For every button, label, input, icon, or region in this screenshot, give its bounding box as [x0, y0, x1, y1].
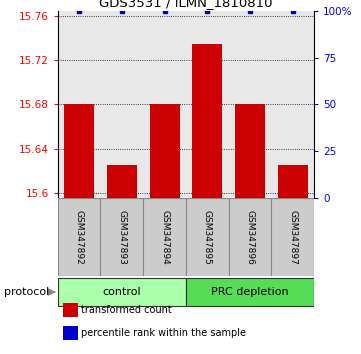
Text: GSM347896: GSM347896 [245, 210, 255, 265]
Text: GSM347897: GSM347897 [288, 210, 297, 265]
Text: PRC depletion: PRC depletion [211, 287, 289, 297]
Bar [58, 198, 100, 276]
Title: GDS3531 / ILMN_1810810: GDS3531 / ILMN_1810810 [99, 0, 273, 10]
Text: transformed count: transformed count [81, 305, 172, 315]
Bar [64, 104, 94, 198]
Bar [186, 278, 314, 306]
Text: GSM347895: GSM347895 [203, 210, 212, 265]
Text: control: control [103, 287, 141, 297]
Bar [149, 104, 179, 198]
Bar [186, 198, 229, 276]
Text: GSM347892: GSM347892 [75, 210, 84, 264]
Bar [278, 165, 308, 198]
Bar [271, 198, 314, 276]
Bar [58, 278, 186, 306]
Bar [100, 198, 143, 276]
Bar [229, 198, 271, 276]
Text: GSM347893: GSM347893 [117, 210, 126, 265]
Text: protocol: protocol [4, 287, 49, 297]
Bar [192, 44, 222, 198]
Bar [235, 104, 265, 198]
Bar [143, 198, 186, 276]
Text: percentile rank within the sample: percentile rank within the sample [81, 328, 246, 338]
Text: GSM347894: GSM347894 [160, 210, 169, 264]
Bar [107, 165, 137, 198]
